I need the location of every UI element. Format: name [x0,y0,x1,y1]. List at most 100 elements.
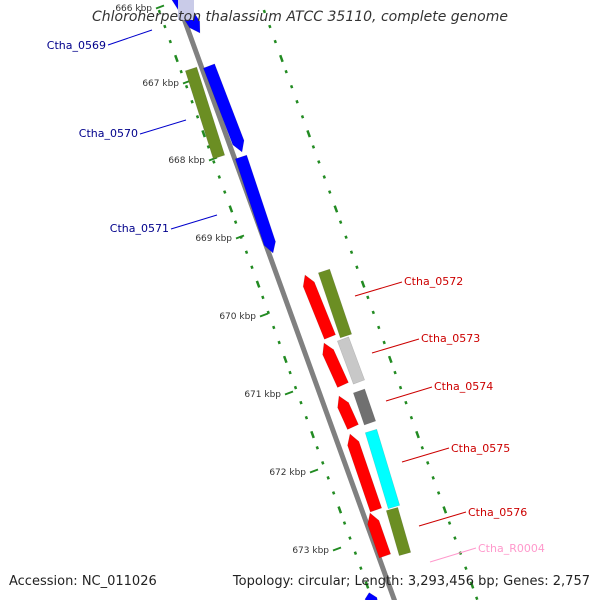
kbp-ruler-left-dot [304,415,309,420]
kbp-major-tick [332,546,342,552]
kbp-major-tick [309,468,319,474]
kbp-major-tick [284,390,294,396]
kbp-ruler-left-dot [364,581,370,589]
label-leader-ctha-r0004 [429,547,477,563]
kbp-ruler-left-dot [163,24,167,29]
label-leader-ctha-0572 [354,281,403,297]
kbp-ruler-left-dot [272,325,276,330]
cds-ctha-0576 [367,512,392,559]
cds-ctha-0573 [322,342,349,388]
kbp-ruler-right-dot [420,445,424,450]
kbp-ruler-left-dot [212,160,216,164]
kbp-ruler-right-dot [300,114,305,119]
kbp-ruler-right-dot [268,24,272,29]
kbp-ruler-right-dot [464,566,468,571]
kbp-major-tick [259,312,269,318]
kbp-ruler-right-dot [447,521,452,525]
cog-ctha-0570 [184,66,226,160]
kbp-ruler-right-dot [366,295,370,300]
kbp-ruler-right-dot [436,491,441,495]
kbp-ruler-left-dot [359,566,363,571]
kbp-ruler-right-dot [295,99,299,104]
label-leader-ctha-0574 [385,386,433,402]
kbp-tick-label: 671 kbp [244,390,281,400]
kbp-ruler-right-dot [442,506,448,514]
kbp-ruler-left-dot [288,370,292,375]
kbp-ruler-left-dot [184,84,189,89]
gene-label-ctha-0575[interactable]: Ctha_0575 [451,442,510,455]
kbp-tick-marks: 666 kbp 667 kbp 668 kbp 669 kbp 670 kbp 671 k… [115,4,479,601]
kbp-tick-label: 669 kbp [195,234,232,244]
gene-label-ctha-0571[interactable]: Ctha_0571 [110,222,169,235]
cds-ctha-0572 [302,274,336,340]
kbp-ruler-right-dot [333,205,339,213]
cds-ctha-0574 [337,395,359,430]
kbp-ruler-right-dot [306,130,312,138]
kbp-major-tick [235,234,245,240]
kbp-ruler-left-dot [348,536,352,540]
label-leader-ctha-0573 [371,338,420,354]
kbp-ruler-right-dot [328,190,332,194]
kbp-ruler-right-dot [344,235,348,240]
kbp-ruler-left-dot [331,491,336,495]
kbp-ruler-left-dot [157,9,162,14]
label-leader-ctha-0569 [107,29,153,46]
gene-label-ctha-0574[interactable]: Ctha_0574 [434,380,493,393]
kbp-ruler-right-dot [311,145,316,149]
kbp-major-tick [155,4,165,10]
kbp-ruler-left-dot [179,69,183,74]
kbp-ruler-left-dot [217,175,221,179]
kbp-ruler-right-dot [431,476,435,480]
gene-label-ctha-0573[interactable]: Ctha_0573 [421,332,480,345]
kbp-ruler-left-dot [195,114,200,119]
kbp-ruler-left-dot [277,340,281,345]
kbp-ruler-left-dot [228,205,234,213]
kbp-ruler-right-dot [262,9,267,14]
gene-label-ctha-0576[interactable]: Ctha_0576 [468,506,527,519]
kbp-ruler-left-dot [250,265,254,270]
kbp-ruler-left-dot [326,476,330,480]
cog-ctha-0576 [385,506,412,557]
kbp-ruler-right-dot [371,310,375,315]
kbp-ruler-right-dot [398,385,403,390]
genome-title: Chloroherpeton thalassium ATCC 35110, co… [92,9,508,25]
gene-label-ctha-0572[interactable]: Ctha_0572 [404,275,463,288]
kbp-ruler-right-dot [322,175,326,179]
kbp-tick-label: 667 kbp [142,79,179,89]
cds-ctha-0569-highlight [178,0,194,20]
kbp-ruler-left-dot [255,280,261,288]
cds-ctha-0571 [234,154,276,254]
kbp-tick-label: 673 kbp [292,546,329,556]
kbp-ruler-left-dot [337,506,343,514]
kbp-tick-label: 668 kbp [168,156,205,166]
kbp-ruler-left-dot [266,310,270,315]
kbp-ruler-left-dot [310,430,315,439]
kbp-ruler-left-dot [206,145,211,149]
cog-ctha-0574 [352,388,377,426]
kbp-ruler-left-dot [223,190,227,194]
kbp-ruler-right-dot [360,280,366,288]
label-leader-ctha-0570 [139,119,187,135]
genome-summary-text: Topology: circular; Length: 3,293,456 bp… [232,574,590,589]
kbp-ruler-left-dot [353,551,358,555]
kbp-ruler-left-dot [190,99,194,104]
kbp-tick-label: 672 kbp [269,468,306,478]
gene-label-ctha-r0004[interactable]: Ctha_R0004 [478,542,545,555]
kbp-ruler-right-dot [409,415,414,420]
kbp-ruler-right-dot [426,461,430,465]
kbp-ruler-left-dot [168,39,172,44]
kbp-ruler-left-dot [174,54,179,63]
gene-labels: Ctha_0569 Ctha_0570 Ctha_0571 Ctha_0572 … [47,29,545,563]
gene-label-ctha-0570[interactable]: Ctha_0570 [79,127,138,140]
cds-ctha-0570 [203,63,245,153]
gene-label-ctha-0569[interactable]: Ctha_0569 [47,39,106,52]
cog-ctha-0575 [364,428,401,510]
kbp-ruler-right-dot [382,340,386,345]
kbp-ruler-left-dot [282,355,288,364]
kbp-ruler-right-dot [404,400,408,405]
cog-ctha-0572 [317,268,353,339]
gene-features [171,0,412,604]
kbp-ruler-right-dot [469,581,475,589]
